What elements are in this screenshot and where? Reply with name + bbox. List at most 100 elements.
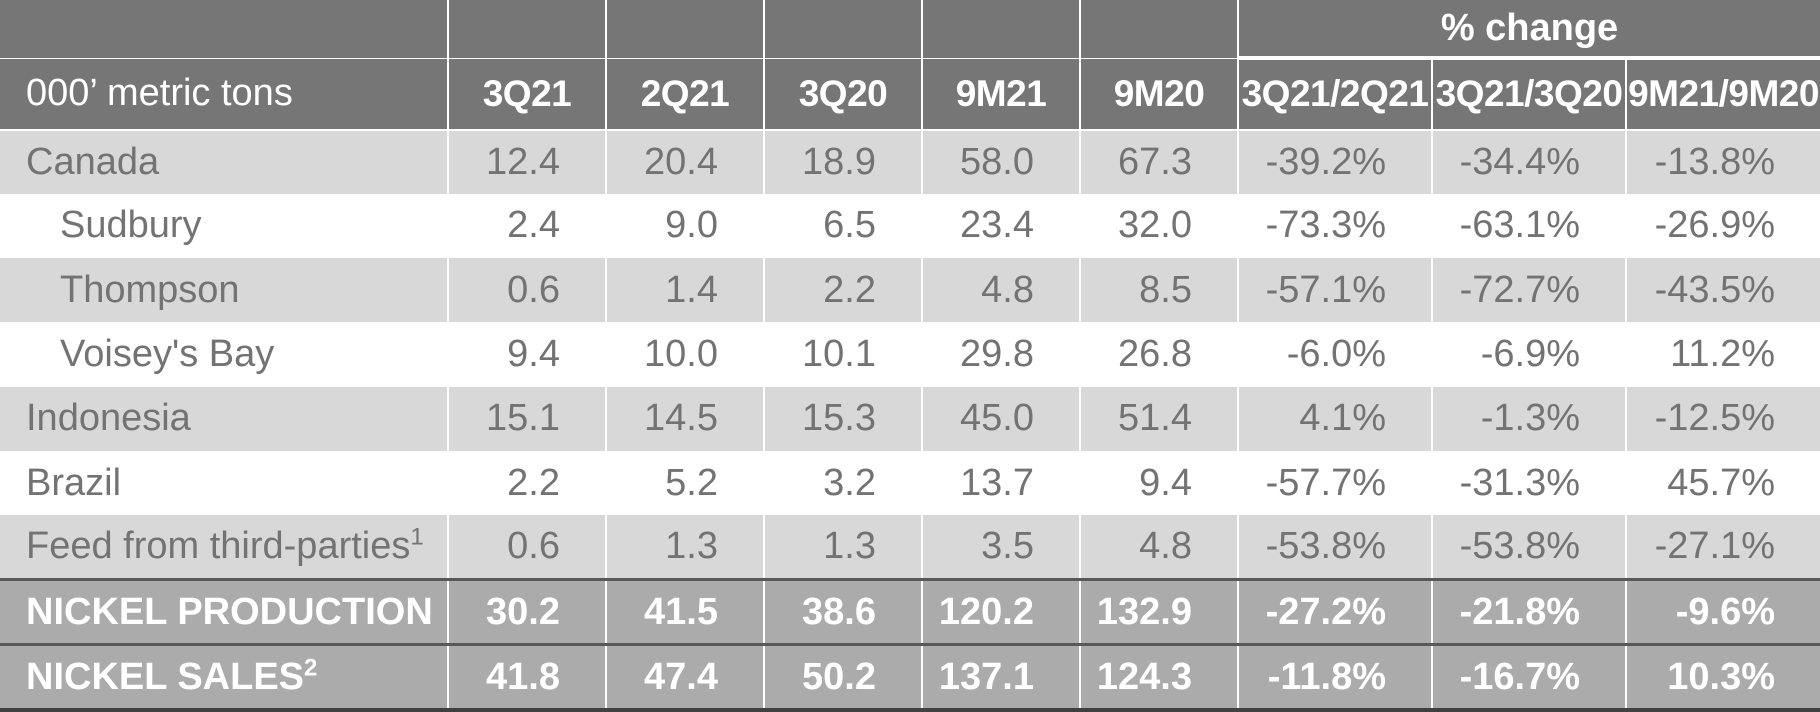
- pct-cell: 11.2%: [1624, 322, 1820, 387]
- table-row-canada: Canada 12.4 20.4 18.9 58.0 67.3 -39.2% -…: [0, 129, 1820, 194]
- row-label: Thompson: [0, 258, 448, 323]
- pct-cell: -6.9%: [1431, 322, 1626, 387]
- value-cell: 1.4: [605, 258, 764, 323]
- pct-cell: -6.0%: [1237, 322, 1432, 387]
- value-cell: 15.3: [763, 386, 922, 451]
- footnote-marker: 1: [410, 523, 424, 551]
- table-row-voiseys-bay: Voisey's Bay 9.4 10.0 10.1 29.8 26.8 -6.…: [0, 322, 1820, 387]
- pct-cell: -63.1%: [1431, 193, 1626, 259]
- value-cell: 51.4: [1079, 386, 1238, 451]
- value-cell: 3.5: [921, 515, 1080, 580]
- value-cell: 9.0: [605, 193, 764, 259]
- pct-cell: 10.3%: [1624, 643, 1820, 710]
- value-cell: 124.3: [1079, 643, 1238, 710]
- column-header-3q20: 3Q20: [763, 58, 922, 131]
- pct-change-group-header: % change: [1236, 0, 1820, 61]
- column-header-3q21-2q21: 3Q21/2Q21: [1237, 58, 1432, 131]
- value-cell: 10.0: [605, 322, 764, 387]
- value-cell: 18.9: [763, 129, 922, 194]
- value-cell: 137.1: [921, 643, 1080, 710]
- value-cell: 3.2: [763, 450, 922, 516]
- table-row-indonesia: Indonesia 15.1 14.5 15.3 45.0 51.4 4.1% …: [0, 386, 1820, 451]
- column-header-row: 000’ metric tons 3Q21 2Q21 3Q20 9M21 9M2…: [0, 58, 1820, 131]
- table-row-feed-from-third-parties: Feed from third-parties1 0.6 1.3 1.3 3.5…: [0, 515, 1820, 580]
- row-label: NICKEL PRODUCTION: [0, 577, 448, 645]
- table-row-brazil: Brazil 2.2 5.2 3.2 13.7 9.4 -57.7% -31.3…: [0, 450, 1820, 516]
- pct-cell: -27.1%: [1624, 515, 1820, 580]
- pct-cell: -57.1%: [1237, 258, 1432, 323]
- spacer-cell: [921, 0, 1080, 59]
- row-label: Canada: [0, 129, 448, 194]
- value-cell: 4.8: [1079, 515, 1238, 580]
- pct-cell: -39.2%: [1237, 129, 1432, 194]
- column-header-3q21-3q20: 3Q21/3Q20: [1431, 58, 1626, 131]
- value-cell: 23.4: [921, 193, 1080, 259]
- pct-cell: -57.7%: [1237, 450, 1432, 516]
- unit-label: 000’ metric tons: [0, 58, 448, 131]
- value-cell: 50.2: [763, 643, 922, 710]
- pct-cell: -26.9%: [1624, 193, 1820, 259]
- value-cell: 13.7: [921, 450, 1080, 516]
- value-cell: 45.0: [921, 386, 1080, 451]
- row-label: Feed from third-parties1: [0, 515, 448, 580]
- column-header-9m21: 9M21: [921, 58, 1080, 131]
- value-cell: 2.2: [763, 258, 922, 323]
- value-cell: 67.3: [1079, 129, 1238, 194]
- column-header-3q21: 3Q21: [447, 58, 606, 131]
- value-cell: 2.4: [447, 193, 606, 259]
- value-cell: 30.2: [447, 577, 606, 645]
- value-cell: 8.5: [1079, 258, 1238, 323]
- value-cell: 58.0: [921, 129, 1080, 194]
- row-label: Sudbury: [0, 193, 448, 259]
- pct-change-header-row: % change: [0, 0, 1820, 61]
- value-cell: 14.5: [605, 386, 764, 451]
- value-cell: 9.4: [447, 322, 606, 387]
- pct-cell: -43.5%: [1624, 258, 1820, 323]
- value-cell: 0.6: [447, 515, 606, 580]
- row-label: NICKEL SALES2: [0, 643, 448, 710]
- row-label: Brazil: [0, 450, 448, 516]
- table-row-nickel-sales-total: NICKEL SALES2 41.8 47.4 50.2 137.1 124.3…: [0, 643, 1820, 710]
- column-header-9m20: 9M20: [1079, 58, 1238, 131]
- value-cell: 132.9: [1079, 577, 1238, 645]
- pct-cell: -31.3%: [1431, 450, 1626, 516]
- value-cell: 26.8: [1079, 322, 1238, 387]
- column-header-9m21-9m20: 9M21/9M20: [1624, 58, 1820, 131]
- pct-cell: 4.1%: [1237, 386, 1432, 451]
- pct-cell: -73.3%: [1237, 193, 1432, 259]
- pct-cell: -13.8%: [1624, 129, 1820, 194]
- pct-cell: -27.2%: [1237, 577, 1432, 645]
- pct-cell: -9.6%: [1624, 577, 1820, 645]
- pct-cell: -72.7%: [1431, 258, 1626, 323]
- value-cell: 29.8: [921, 322, 1080, 387]
- pct-cell: -34.4%: [1431, 129, 1626, 194]
- value-cell: 120.2: [921, 577, 1080, 645]
- spacer-cell: [763, 0, 922, 59]
- value-cell: 15.1: [447, 386, 606, 451]
- table-row-thompson: Thompson 0.6 1.4 2.2 4.8 8.5 -57.1% -72.…: [0, 258, 1820, 323]
- pct-cell: -12.5%: [1624, 386, 1820, 451]
- value-cell: 0.6: [447, 258, 606, 323]
- value-cell: 32.0: [1079, 193, 1238, 259]
- pct-cell: -1.3%: [1431, 386, 1626, 451]
- table-row-nickel-production-total: NICKEL PRODUCTION 30.2 41.5 38.6 120.2 1…: [0, 577, 1820, 645]
- value-cell: 6.5: [763, 193, 922, 259]
- table-row-sudbury: Sudbury 2.4 9.0 6.5 23.4 32.0 -73.3% -63…: [0, 193, 1820, 259]
- spacer-cell: [605, 0, 764, 59]
- value-cell: 20.4: [605, 129, 764, 194]
- pct-cell: -53.8%: [1237, 515, 1432, 580]
- value-cell: 9.4: [1079, 450, 1238, 516]
- value-cell: 5.2: [605, 450, 764, 516]
- footnote-marker: 2: [304, 653, 318, 681]
- pct-cell: 45.7%: [1624, 450, 1820, 516]
- spacer-cell: [0, 0, 448, 59]
- row-label: Indonesia: [0, 386, 448, 451]
- value-cell: 4.8: [921, 258, 1080, 323]
- pct-cell: -11.8%: [1237, 643, 1432, 710]
- value-cell: 1.3: [605, 515, 764, 580]
- value-cell: 41.5: [605, 577, 764, 645]
- spacer-cell: [1079, 0, 1238, 59]
- pct-cell: -53.8%: [1431, 515, 1626, 580]
